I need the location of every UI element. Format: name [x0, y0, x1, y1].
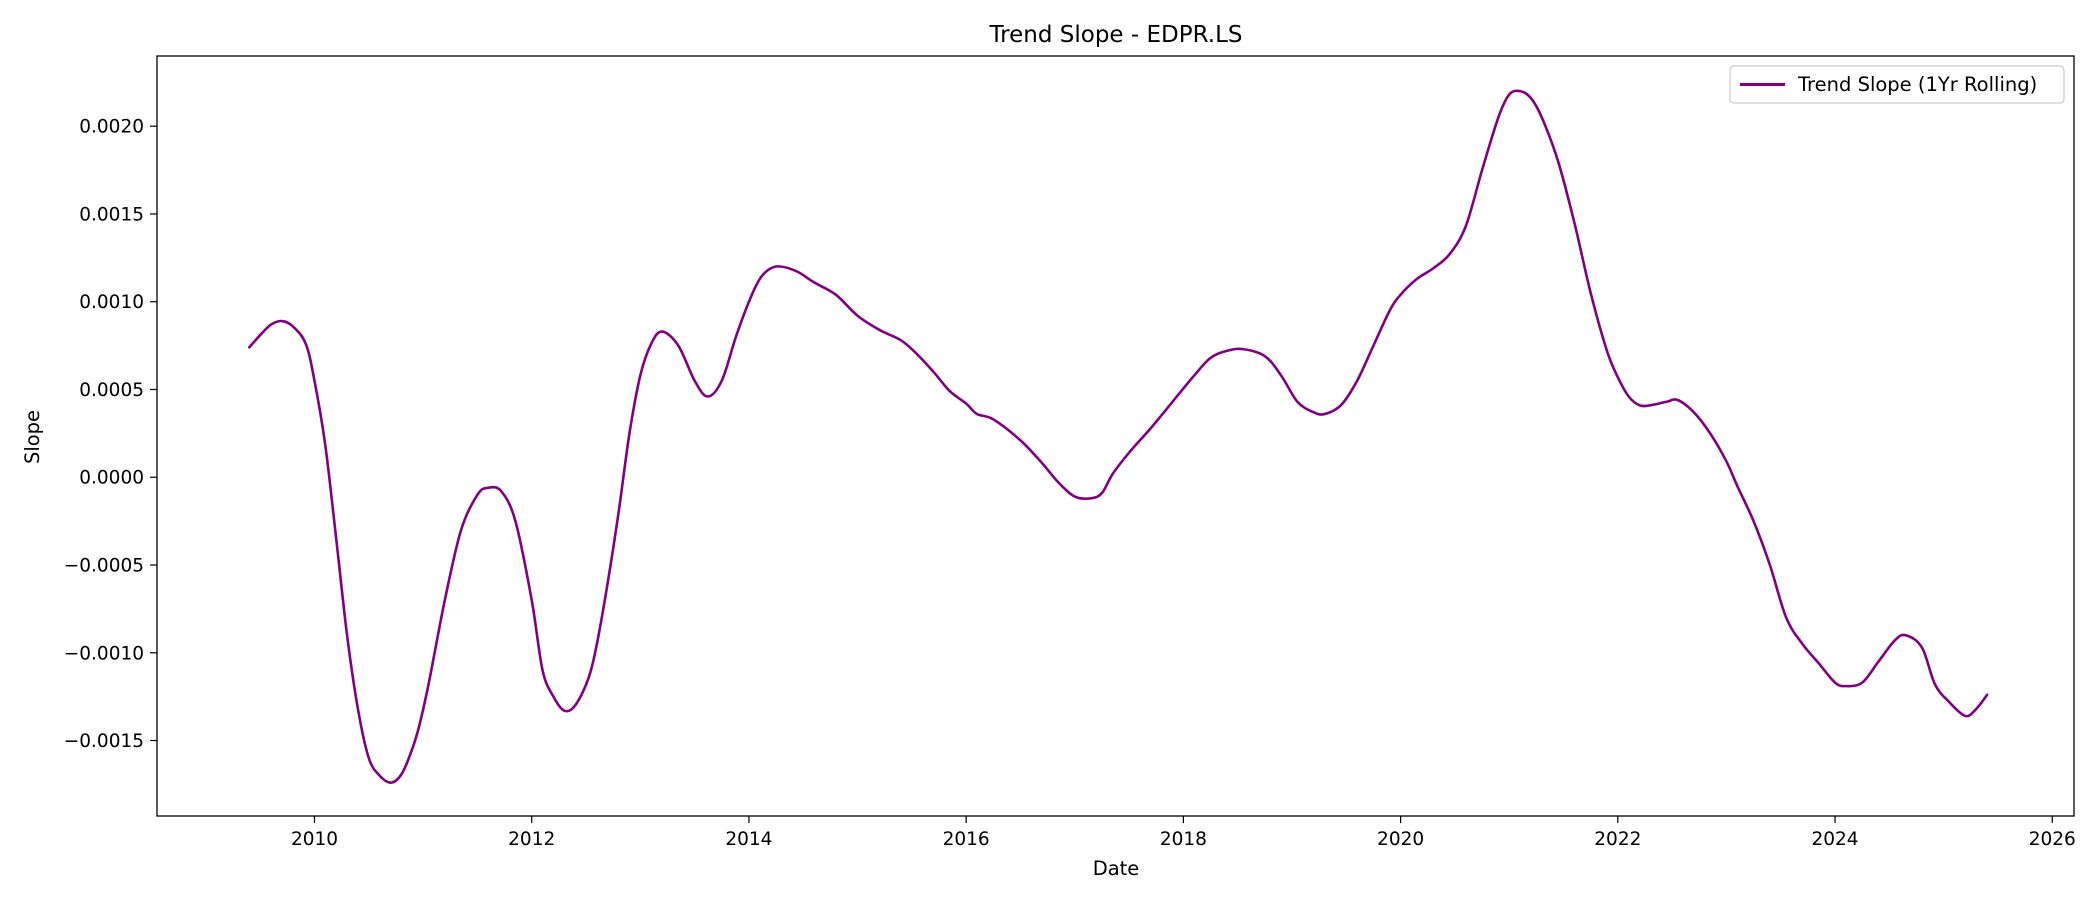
legend-label: Trend Slope (1Yr Rolling) — [1797, 73, 2037, 96]
chart-title: Trend Slope - EDPR.LS — [989, 22, 1243, 48]
x-axis-title: Date — [1093, 857, 1140, 880]
x-axis: 2010 2012 2014 2016 2018 2020 2022 2024 2026 — [291, 816, 2076, 850]
series-layer — [248, 89, 1989, 784]
y-tick-label: −0.0010 — [64, 643, 144, 664]
x-tick-label: 2012 — [508, 829, 555, 850]
y-tick-label: −0.0005 — [64, 556, 144, 577]
series-line-0 — [248, 89, 1989, 784]
y-tick-label: 0.0020 — [79, 117, 144, 138]
x-tick-label: 2014 — [725, 829, 772, 850]
x-tick-label: 2022 — [1594, 829, 1641, 850]
y-tick-label: 0.0015 — [79, 204, 144, 225]
legend: Trend Slope (1Yr Rolling) — [1729, 65, 2065, 104]
x-tick-label: 2016 — [943, 829, 990, 850]
y-tick-label: −0.0015 — [64, 731, 144, 752]
x-tick-label: 2020 — [1377, 829, 1424, 850]
x-tick-label: 2026 — [2029, 829, 2076, 850]
y-tick-label: 0.0010 — [79, 292, 144, 313]
x-tick-label: 2018 — [1160, 829, 1207, 850]
legend-box — [1729, 65, 2065, 104]
y-axis: −0.0015 −0.0010 −0.0005 0.0000 0.0005 0.0010 0… — [64, 117, 157, 752]
plot-area — [156, 55, 2075, 817]
y-tick-label: 0.0005 — [79, 380, 144, 401]
x-tick-label: 2010 — [291, 829, 338, 850]
y-axis-title: Slope — [21, 410, 44, 464]
plot-frame — [156, 55, 2075, 817]
y-tick-label: 0.0000 — [79, 468, 144, 489]
x-tick-label: 2024 — [1812, 829, 1859, 850]
